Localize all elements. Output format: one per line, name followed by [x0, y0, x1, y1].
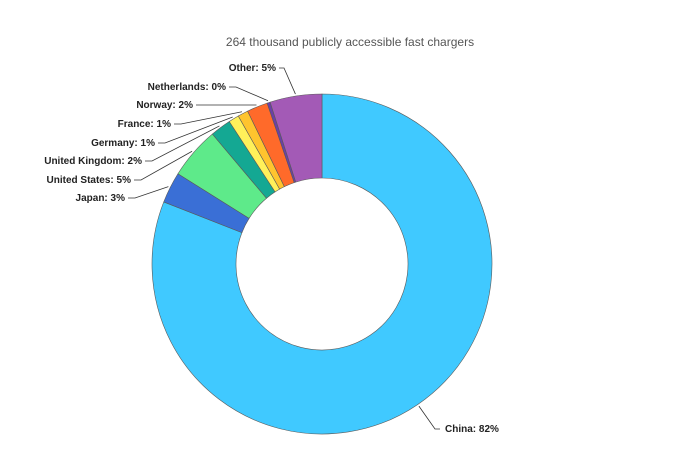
leader-japan	[128, 186, 169, 199]
chart-title: 264 thousand publicly accessible fast ch…	[225, 35, 475, 49]
label-norway: Norway: 2%	[136, 100, 193, 111]
leader-china	[418, 405, 440, 430]
label-germany: Germany: 1%	[91, 138, 155, 149]
label-united-kingdom: United Kingdom: 2%	[44, 156, 142, 167]
leader-france	[174, 111, 243, 125]
leader-united-kingdom	[145, 125, 220, 162]
leader-united-states	[134, 150, 193, 181]
leader-other	[279, 67, 296, 95]
slice-other	[269, 93, 323, 183]
label-china: China: 82%	[445, 424, 499, 435]
label-other: Other: 5%	[229, 63, 276, 74]
slice-china	[151, 93, 493, 435]
label-netherlands: Netherlands: 0%	[148, 82, 226, 93]
label-france: France: 1%	[118, 119, 171, 130]
label-japan: Japan: 3%	[76, 193, 126, 204]
leader-netherlands	[229, 86, 269, 102]
leader-germany	[158, 116, 233, 144]
label-united-states: United States: 5%	[47, 175, 132, 186]
